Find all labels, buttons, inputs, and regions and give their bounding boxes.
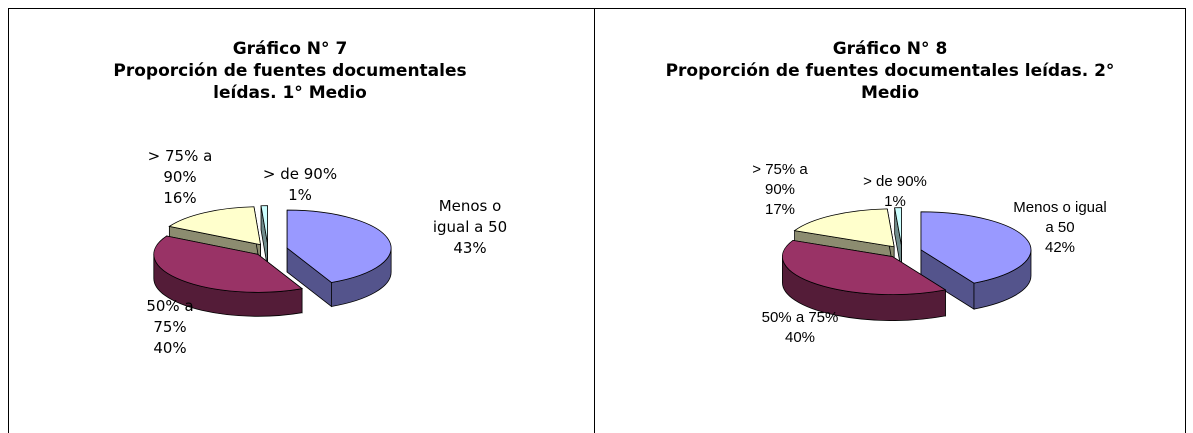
panel-frame [594,8,1186,433]
slice-top [782,239,947,295]
slice [153,235,304,317]
text: 43% [453,239,487,257]
text: 1% [884,193,906,210]
text: > 75% a 90% [752,161,808,198]
slice-top [153,235,304,293]
text: Gráfico N° 7 [232,39,348,59]
slice-top [920,211,1032,284]
data-label: > 75% a 90% 17% [745,160,815,220]
data-label: 50% a 75% 40% [740,308,860,348]
slice-top [894,207,902,246]
panel-frame [8,8,595,433]
data-label: > de 90% 1% [245,164,355,206]
slice [286,209,392,308]
text: 1% [288,186,312,204]
chart-title: Gráfico N° 8 Proporción de fuentes docume… [660,38,1120,104]
text: Proporción de fuentes documentales leída… [665,61,1115,103]
text: > de 90% [863,173,927,190]
data-label: > 75% a 90% 16% [140,146,220,209]
slice [260,205,268,268]
text: 40% [784,329,816,346]
slice-top [168,206,261,246]
text: 17% [764,201,796,218]
slice-top [260,205,268,244]
data-label: > de 90% 1% [840,172,950,212]
text: > 75% a 90% [147,147,213,186]
text: 40% [153,339,187,357]
text: Menos o igual a 50 [1013,199,1107,236]
text: 42% [1044,239,1076,256]
slice-top [793,208,895,248]
slice [920,211,1032,310]
text: 16% [163,189,197,207]
slice-top [286,209,392,283]
text: 50% a 75% [146,297,194,336]
pie [153,205,392,317]
data-label: Menos o igual a 50 43% [420,196,520,259]
slice [782,239,947,321]
chart-title: Gráfico N° 7 Proporción de fuentes docume… [100,38,480,104]
text: Gráfico N° 8 [832,39,948,59]
text: 50% a 75% [761,309,839,326]
data-label: Menos o igual a 50 42% [1010,198,1110,258]
text: > de 90% [262,165,338,183]
text: Menos o igual a 50 [432,197,508,236]
data-label: 50% a 75% 40% [140,296,200,359]
text: Proporción de fuentes documentales leída… [113,61,467,103]
pie [782,207,1032,321]
